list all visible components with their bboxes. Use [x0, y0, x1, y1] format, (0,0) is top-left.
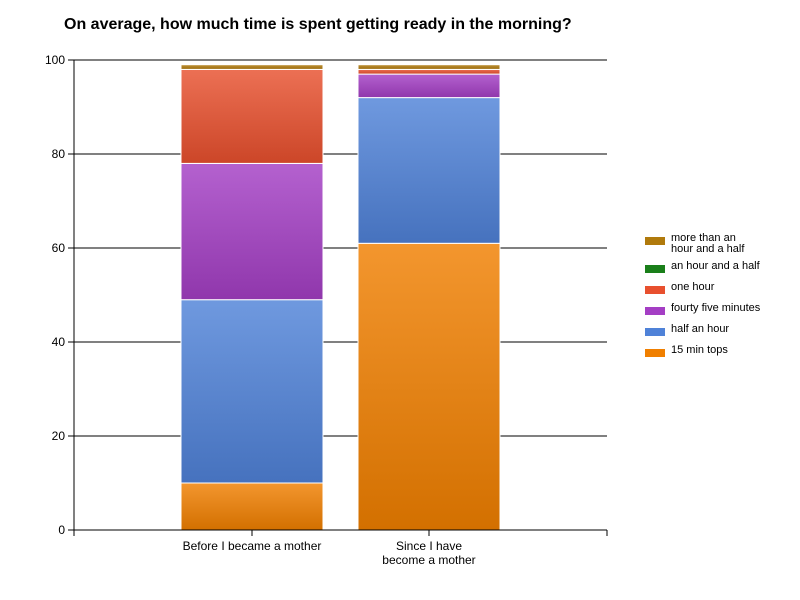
bar-segment — [180, 162, 324, 301]
bar-segment — [180, 64, 324, 70]
x-category-label: Before I became a mother — [183, 539, 322, 553]
bar-segment — [357, 64, 501, 70]
bar-segment — [357, 97, 501, 244]
y-tick-label: 40 — [52, 335, 66, 349]
bar-segment — [357, 68, 501, 75]
legend-swatch — [645, 265, 665, 273]
legend-swatch — [645, 349, 665, 357]
legend-swatch — [645, 286, 665, 294]
bar-segment — [180, 299, 324, 484]
legend-swatch — [645, 307, 665, 315]
y-tick-label: 100 — [45, 53, 65, 67]
y-tick-label: 80 — [52, 147, 66, 161]
bar-segment — [357, 242, 501, 531]
bar-segment — [357, 73, 501, 99]
legend-swatch — [645, 237, 665, 245]
legend-label: fourty five minutes — [671, 302, 761, 314]
legend-label: 15 min tops — [671, 344, 728, 356]
x-category-label: Since I have become a mother — [382, 539, 475, 567]
bar-segment — [180, 68, 324, 164]
chart-title: On average, how much time is spent getti… — [64, 16, 572, 33]
legend-label: half an hour — [671, 323, 729, 335]
bar-segment — [180, 482, 324, 531]
y-tick-label: 20 — [52, 429, 66, 443]
legend-label: an hour and a half — [671, 260, 761, 272]
y-tick-label: 60 — [52, 241, 66, 255]
y-tick-label: 0 — [58, 523, 65, 537]
legend-swatch — [645, 328, 665, 336]
legend-label: more than an hour and a half — [671, 232, 745, 255]
legend-label: one hour — [671, 281, 715, 293]
